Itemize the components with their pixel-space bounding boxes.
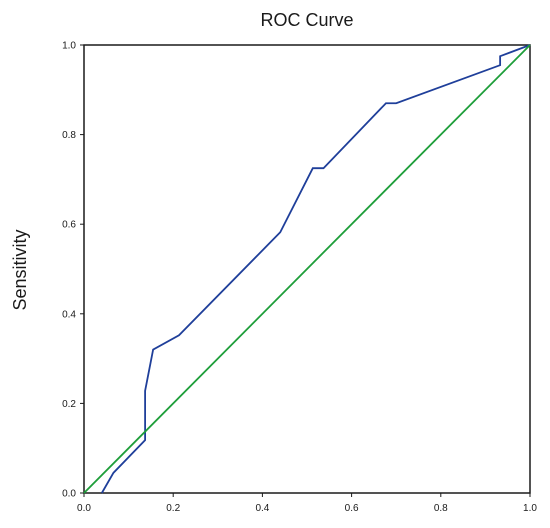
y-axis-label: Sensitivity bbox=[10, 229, 30, 310]
x-tick-label: 0.2 bbox=[166, 503, 180, 514]
roc-curve-line bbox=[101, 44, 531, 494]
series-layer bbox=[83, 44, 531, 494]
x-tick-label: 0.4 bbox=[255, 503, 269, 514]
y-axis: 0.0 0.2 0.4 0.6 0.8 1.0 bbox=[62, 41, 84, 500]
y-tick-label: 0.6 bbox=[62, 220, 76, 231]
y-tick-label: 0.0 bbox=[62, 489, 76, 500]
x-tick-label: 1.0 bbox=[523, 503, 537, 514]
reference-diagonal-line bbox=[83, 44, 531, 494]
plot-frame bbox=[83, 44, 531, 494]
y-tick-label: 1.0 bbox=[62, 41, 76, 52]
x-tick-label: 0.6 bbox=[345, 503, 359, 514]
chart-title: ROC Curve bbox=[260, 10, 353, 30]
x-tick-label: 0.8 bbox=[434, 503, 448, 514]
y-tick-label: 0.2 bbox=[62, 399, 76, 410]
y-tick-label: 0.8 bbox=[62, 130, 76, 141]
x-tick-label: 0.0 bbox=[77, 503, 91, 514]
x-axis: 0.0 0.2 0.4 0.6 0.8 1.0 bbox=[77, 493, 537, 514]
y-tick-label: 0.4 bbox=[62, 309, 76, 320]
